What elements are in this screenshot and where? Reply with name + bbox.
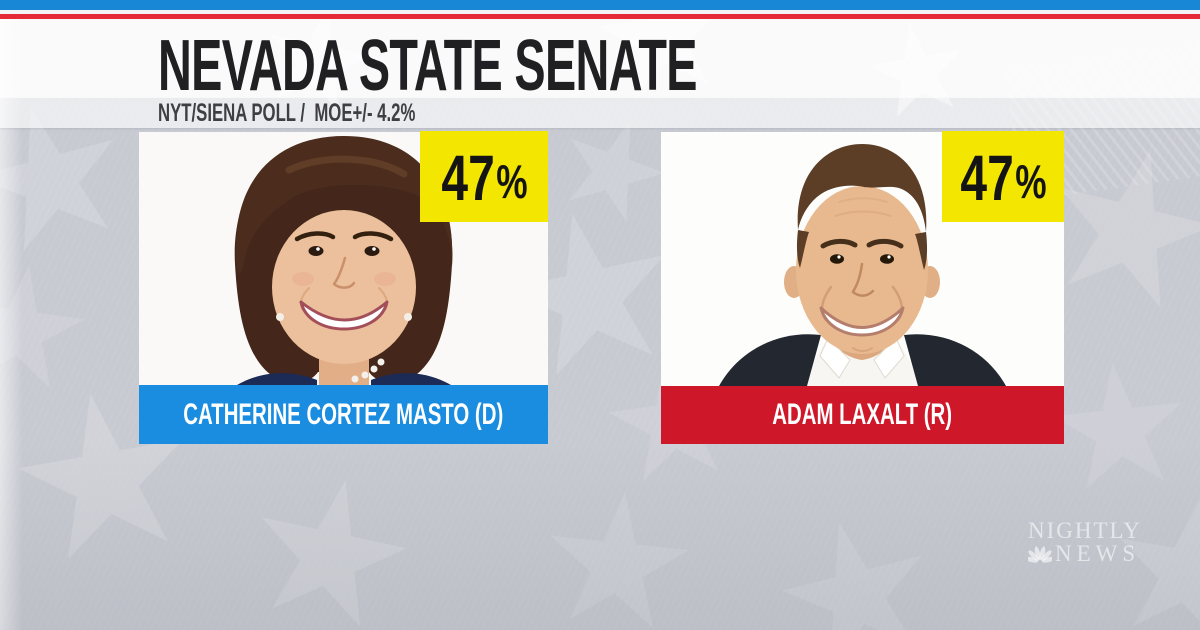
score-value-masto: 47% [440,142,528,214]
candidate-photo-masto [139,132,548,385]
subheader-band: NYT/SIENA POLL / MOE+/- 4.2% [0,98,1200,128]
percent-sign: % [495,155,528,208]
score-value-laxalt: 47% [959,142,1047,214]
top-stripe-blue [0,0,1200,10]
nightly-news-watermark: NIGHTLY NEWS [1028,519,1142,566]
score-badge-laxalt: 47% [942,131,1064,222]
page-title: NEVADA STATE SENATE [158,25,698,106]
candidate-name-bar-laxalt: ADAM LAXALT (R) [661,386,1064,444]
nightly-label: NIGHTLY [1028,518,1142,543]
candidate-name-bar-masto: CATHERINE CORTEZ MASTO (D) [139,385,548,444]
candidate-name-laxalt: ADAM LAXALT (R) [772,398,953,431]
flag-bottom-shade [0,440,1200,630]
news-label: NEWS [1055,541,1141,566]
top-stripe-red [0,13,1200,19]
top-stripe-white [0,10,1200,14]
nbc-peacock-icon [1028,546,1052,563]
score-badge-masto: 47% [420,131,548,222]
candidate-name-masto: CATHERINE CORTEZ MASTO (D) [183,397,504,431]
percent-sign: % [1014,155,1047,208]
header-band: NEVADA STATE SENATE [0,19,1200,102]
poll-source-label: NYT/SIENA POLL / MOE+/- 4.2% [158,98,416,127]
